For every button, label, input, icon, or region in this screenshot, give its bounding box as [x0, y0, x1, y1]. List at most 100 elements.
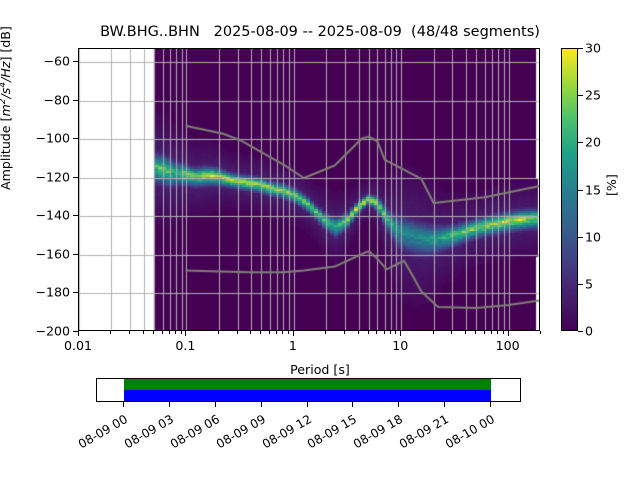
y-tick-label: −180 — [35, 284, 70, 300]
x-minor-tick — [175, 331, 176, 334]
timeline-tick-label: 08-09 15 — [305, 412, 360, 452]
colorbar-tick-label: 15 — [585, 182, 602, 197]
colorbar-tick-mark — [578, 236, 583, 238]
x-minor-tick — [497, 331, 499, 334]
y-tick-label: −200 — [35, 323, 70, 339]
x-axis-label: Period [s] — [290, 362, 350, 377]
x-tick-mark — [292, 331, 294, 336]
x-tick-label: 10 — [392, 338, 409, 353]
y-tick-mark — [73, 99, 78, 101]
timeline-tick-label: 08-09 12 — [259, 412, 314, 452]
x-minor-tick — [451, 331, 453, 334]
ppsd-data-region — [79, 49, 539, 330]
y-tick-mark — [73, 138, 78, 140]
x-minor-tick — [475, 331, 477, 334]
x-tick-label: 0.1 — [175, 338, 196, 353]
y-tick-mark — [73, 215, 78, 217]
timeline-tick-mark — [169, 402, 171, 407]
x-minor-tick — [217, 331, 219, 334]
y-tick-label: −120 — [35, 169, 70, 185]
colorbar-tick-label: 20 — [585, 134, 602, 150]
timeline-tick-mark — [444, 402, 446, 407]
x-tick-label: 0.01 — [63, 338, 93, 353]
colorbar-tick-label: 0 — [585, 323, 594, 339]
y-tick-mark — [73, 176, 78, 178]
y-tick-mark — [73, 253, 78, 255]
x-minor-tick — [287, 331, 289, 334]
x-minor-tick — [276, 331, 278, 334]
x-minor-tick — [236, 331, 238, 334]
timeline-tick-label: 08-10 00 — [442, 412, 497, 452]
x-minor-tick — [383, 331, 385, 334]
x-minor-tick — [367, 331, 369, 334]
x-minor-tick — [325, 331, 327, 334]
x-tick-mark — [507, 331, 509, 336]
colorbar-tick-label: 10 — [585, 229, 602, 245]
timeline-tick-mark — [489, 402, 491, 407]
timeline-tick-mark — [398, 402, 400, 407]
timeline-tick-label: 08-09 18 — [351, 412, 406, 452]
timeline-tick-mark — [352, 402, 354, 407]
x-minor-tick — [540, 331, 541, 334]
timeline-tick-label: 08-09 09 — [213, 412, 268, 452]
y-tick-label: −100 — [35, 130, 70, 146]
y-tick-label: −140 — [35, 207, 70, 223]
x-tick-label: 100 — [495, 338, 520, 353]
x-minor-tick — [110, 331, 112, 334]
timeline-tick-mark — [123, 402, 125, 407]
x-tick-mark — [400, 331, 402, 336]
colorbar-tick-mark — [578, 142, 583, 144]
x-minor-tick — [376, 331, 378, 334]
y-tick-label: −160 — [35, 246, 70, 262]
y-tick-mark — [73, 61, 78, 63]
x-minor-tick — [395, 331, 397, 334]
x-minor-tick — [168, 331, 170, 334]
y-tick-mark — [73, 331, 78, 332]
colorbar-label: [%] — [604, 174, 619, 196]
x-minor-tick — [357, 331, 359, 334]
colorbar-tick-label: 25 — [585, 87, 602, 103]
x-tick-mark — [78, 331, 79, 336]
colorbar-tick-mark — [578, 189, 583, 191]
colorbar-tick-label: 30 — [585, 40, 602, 56]
x-tick-label: 1 — [288, 338, 297, 353]
colorbar-tick-mark — [578, 95, 583, 97]
x-minor-tick — [432, 331, 434, 334]
timeline-bar-psd-segments — [124, 390, 491, 401]
colorbar — [561, 48, 578, 331]
timeline-tick-label: 08-09 00 — [76, 412, 131, 452]
ppsd-axes — [78, 48, 540, 331]
x-minor-tick — [389, 331, 391, 334]
y-tick-label: −80 — [43, 92, 70, 108]
x-minor-tick — [282, 331, 284, 334]
figure-title: BW.BHG..BHN 2025-08-09 -- 2025-08-09 (48… — [100, 24, 540, 40]
x-minor-tick — [491, 331, 493, 334]
x-minor-tick — [344, 331, 346, 334]
timeline-tick-label: 08-09 03 — [122, 412, 177, 452]
x-minor-tick — [142, 331, 144, 334]
coverage-timeline — [96, 378, 521, 402]
x-minor-tick — [464, 331, 466, 334]
colorbar-tick-mark — [578, 331, 583, 332]
timeline-tick-label: 08-09 21 — [396, 412, 452, 452]
x-minor-tick — [483, 331, 485, 334]
noise-model-curves — [79, 49, 539, 330]
timeline-tick-label: 08-09 06 — [167, 412, 223, 452]
x-minor-tick — [180, 331, 182, 334]
y-axis-label: Amplitude [m2/s4/Hz] [dB] — [0, 26, 14, 190]
y-tick-label: −60 — [43, 53, 70, 69]
timeline-tick-mark — [215, 402, 217, 407]
y-tick-mark — [73, 292, 78, 294]
x-tick-mark — [185, 331, 187, 336]
colorbar-tick-mark — [578, 48, 583, 49]
x-minor-tick — [153, 331, 155, 334]
timeline-bar-data-present — [124, 379, 491, 390]
timeline-tick-mark — [260, 402, 262, 407]
x-minor-tick — [161, 331, 163, 334]
x-minor-tick — [269, 331, 270, 334]
x-minor-tick — [129, 331, 131, 334]
colorbar-tick-label: 5 — [585, 276, 594, 292]
colorbar-tick-mark — [578, 283, 583, 285]
x-minor-tick — [260, 331, 262, 334]
